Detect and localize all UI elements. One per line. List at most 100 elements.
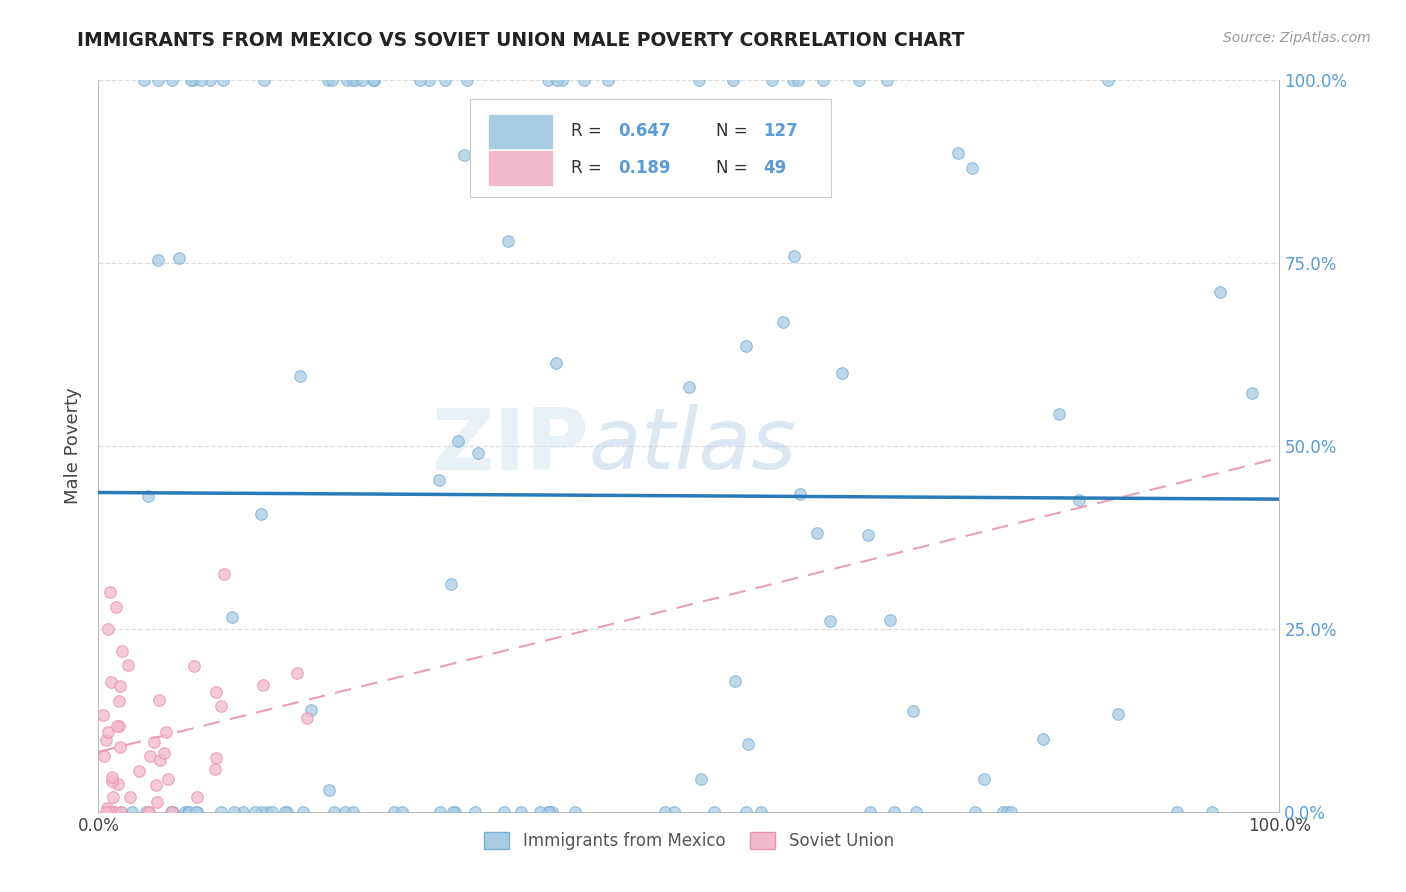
Point <box>190 73 212 87</box>
Point <box>252 678 274 692</box>
FancyBboxPatch shape <box>471 99 831 197</box>
Point <box>211 73 233 87</box>
Bar <box>488 114 553 149</box>
Point <box>456 73 478 87</box>
Point <box>787 73 810 87</box>
Point <box>176 805 198 819</box>
Point <box>721 73 744 87</box>
Point <box>146 253 169 268</box>
Point <box>973 772 995 786</box>
Text: Source: ZipAtlas.com: Source: ZipAtlas.com <box>1223 31 1371 45</box>
Point <box>169 251 191 265</box>
Point <box>108 679 131 693</box>
Point <box>153 747 176 761</box>
Point <box>148 693 170 707</box>
Point <box>162 805 184 819</box>
Point <box>441 805 464 819</box>
Point <box>342 73 364 87</box>
Point <box>297 711 319 725</box>
Point <box>101 770 124 784</box>
Point <box>363 73 385 87</box>
Point <box>1097 73 1119 87</box>
Point <box>551 73 574 87</box>
Point <box>749 805 772 819</box>
Point <box>94 732 117 747</box>
Text: atlas: atlas <box>589 404 797 488</box>
Point <box>818 614 841 628</box>
Point <box>859 805 882 819</box>
Point <box>107 777 129 791</box>
Point <box>146 73 169 87</box>
Point <box>382 805 405 819</box>
Point <box>108 694 131 708</box>
Point <box>509 805 531 819</box>
Point <box>100 675 122 690</box>
Text: ZIP: ZIP <box>430 404 589 488</box>
Point <box>761 73 783 87</box>
Point <box>848 73 870 87</box>
Point <box>128 764 150 779</box>
Text: R =: R = <box>571 159 607 177</box>
Point <box>243 805 266 819</box>
Point <box>134 805 156 819</box>
Point <box>204 684 226 698</box>
Point <box>143 735 166 749</box>
Point <box>879 613 901 627</box>
Point <box>105 599 128 614</box>
Point <box>186 790 208 805</box>
Text: 127: 127 <box>763 122 799 140</box>
Point <box>1107 706 1129 721</box>
Point <box>103 789 125 804</box>
Point <box>344 73 367 87</box>
Point <box>352 73 374 87</box>
Point <box>316 73 339 87</box>
Point <box>97 725 120 739</box>
Point <box>209 699 232 714</box>
Text: 0.189: 0.189 <box>619 159 671 177</box>
Point <box>209 805 232 819</box>
Point <box>734 339 756 353</box>
Point <box>689 772 711 786</box>
Point <box>901 704 924 718</box>
Point <box>145 779 167 793</box>
Point <box>1209 285 1232 300</box>
Point <box>136 489 159 503</box>
Point <box>409 73 432 87</box>
Point <box>831 366 853 380</box>
Point <box>464 805 486 819</box>
Point <box>447 434 470 449</box>
Point <box>427 473 450 487</box>
Point <box>181 73 204 87</box>
Point <box>120 790 142 805</box>
Text: N =: N = <box>716 159 754 177</box>
Point <box>589 124 612 138</box>
Point <box>96 805 118 819</box>
Point <box>146 795 169 809</box>
Point <box>299 703 322 717</box>
Point <box>232 805 254 819</box>
Point <box>285 665 308 680</box>
Text: N =: N = <box>716 122 754 140</box>
Point <box>162 805 184 819</box>
Point <box>184 805 207 819</box>
Point <box>256 805 278 819</box>
Point <box>963 805 986 819</box>
Point <box>93 748 115 763</box>
Point <box>121 805 143 819</box>
Point <box>322 805 344 819</box>
Point <box>110 805 132 819</box>
Point <box>1067 493 1090 508</box>
Point <box>155 724 177 739</box>
Point <box>103 805 125 819</box>
Point <box>321 73 343 87</box>
Text: 49: 49 <box>763 159 786 177</box>
Point <box>292 805 315 819</box>
Point <box>1047 407 1070 421</box>
Point <box>100 773 122 788</box>
Point <box>443 805 465 819</box>
Point <box>440 577 463 591</box>
Point <box>564 805 586 819</box>
Point <box>772 315 794 329</box>
Point <box>96 801 118 815</box>
Point <box>336 73 359 87</box>
